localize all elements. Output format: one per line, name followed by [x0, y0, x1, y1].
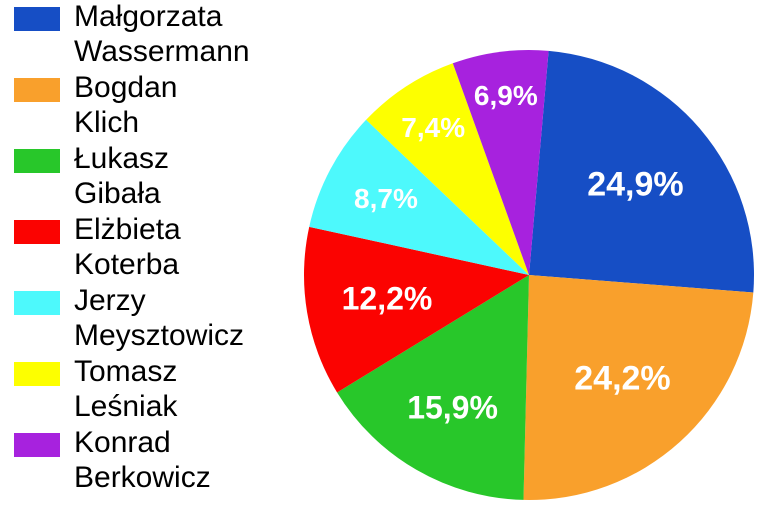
legend-label: JerzyMeysztowicz	[74, 284, 244, 353]
pie-chart: 24,9%24,2%15,9%12,2%8,7%7,4%6,9%	[294, 40, 764, 510]
legend-item: BogdanKlich	[14, 71, 274, 140]
legend-swatch	[14, 149, 60, 173]
pie-svg	[294, 40, 764, 510]
legend-item: TomaszLeśniak	[14, 355, 274, 424]
legend-item: KonradBerkowicz	[14, 426, 274, 495]
legend-swatch	[14, 7, 60, 31]
legend-item: JerzyMeysztowicz	[14, 284, 274, 353]
legend-label: ElżbietaKoterba	[74, 213, 181, 282]
legend-swatch	[14, 78, 60, 102]
legend-label: BogdanKlich	[74, 71, 177, 140]
legend: MałgorzataWassermannBogdanKlichŁukaszGib…	[14, 0, 274, 497]
legend-label: ŁukaszGibała	[74, 142, 169, 211]
legend-item: ŁukaszGibała	[14, 142, 274, 211]
legend-swatch	[14, 291, 60, 315]
pie-slice	[529, 51, 754, 293]
pie-slice	[523, 275, 753, 500]
legend-label: TomaszLeśniak	[74, 355, 177, 424]
legend-swatch	[14, 362, 60, 386]
legend-label: KonradBerkowicz	[74, 426, 211, 495]
legend-label: MałgorzataWassermann	[74, 0, 250, 69]
legend-item: MałgorzataWassermann	[14, 0, 274, 69]
legend-item: ElżbietaKoterba	[14, 213, 274, 282]
chart-container: MałgorzataWassermannBogdanKlichŁukaszGib…	[0, 0, 784, 526]
legend-swatch	[14, 220, 60, 244]
legend-swatch	[14, 433, 60, 457]
